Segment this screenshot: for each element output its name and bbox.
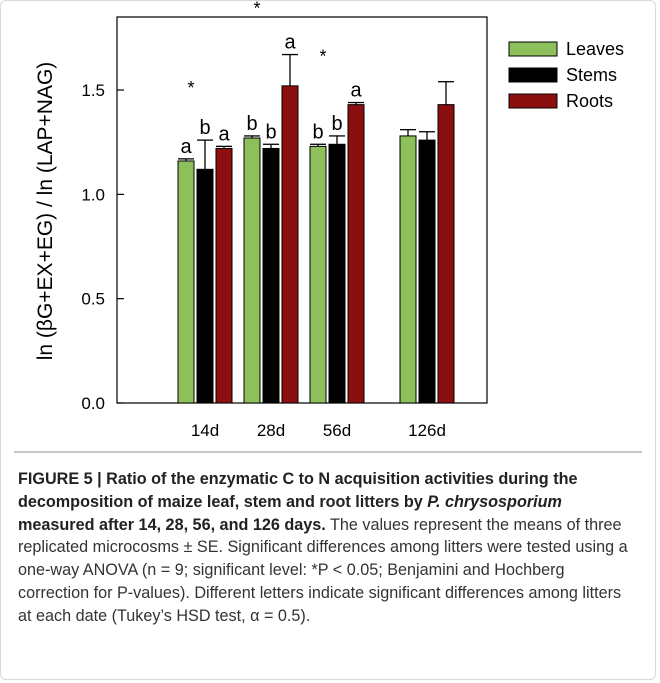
significance-letter: b bbox=[331, 113, 342, 135]
caption-title-part1: FIGURE 5 | Ratio of the enzymatic C to N… bbox=[18, 470, 578, 511]
bar-leaves-14d bbox=[177, 160, 195, 404]
significance-letter: b bbox=[199, 117, 210, 139]
bar-roots-56d bbox=[347, 104, 365, 404]
legend-swatch-leaves bbox=[508, 41, 558, 57]
legend-swatch-roots bbox=[508, 93, 558, 109]
bar-stems-56d bbox=[328, 143, 346, 404]
legend-label-leaves: Leaves bbox=[566, 39, 624, 59]
plot-area-frame bbox=[116, 16, 488, 404]
legend-label-stems: Stems bbox=[566, 65, 617, 85]
significance-letter: a bbox=[284, 32, 296, 54]
y-tick-label: 1.0 bbox=[81, 185, 105, 204]
significance-letter: b bbox=[246, 113, 257, 135]
caption-body: The values represent the means of three … bbox=[18, 515, 628, 625]
bar-leaves-56d bbox=[309, 145, 327, 404]
bar-roots-28d bbox=[281, 85, 299, 404]
caption-species-name: P. chrysosporium bbox=[427, 492, 562, 511]
x-tick-label: 28d bbox=[257, 421, 285, 440]
significance-star: * bbox=[253, 0, 260, 19]
bar-stems-28d bbox=[262, 147, 280, 404]
figure-caption: FIGURE 5 | Ratio of the enzymatic C to N… bbox=[18, 468, 638, 628]
significance-letter: b bbox=[265, 121, 276, 143]
y-axis-label: ln (βG+EX+EG) / ln (LAP+NAG) bbox=[34, 62, 57, 361]
significance-star: * bbox=[319, 47, 326, 67]
bar-leaves-28d bbox=[243, 137, 261, 404]
bar-stems-14d bbox=[196, 168, 214, 404]
bar-roots-14d bbox=[215, 147, 233, 404]
x-tick-label: 126d bbox=[408, 421, 446, 440]
bar-chart: ln (βG+EX+EG) / ln (LAP+NAG) 0.0 0.5 1.0 1.… bbox=[34, 0, 624, 440]
significance-star: * bbox=[187, 78, 194, 98]
y-tick-label: 1.5 bbox=[81, 81, 105, 100]
x-tick-label: 56d bbox=[323, 421, 351, 440]
bar-leaves-126d bbox=[399, 135, 417, 404]
significance-letter: a bbox=[180, 136, 192, 158]
caption-divider bbox=[14, 451, 642, 453]
legend-label-roots: Roots bbox=[566, 91, 613, 111]
bar-roots-126d bbox=[437, 104, 455, 404]
y-tick-label: 0.5 bbox=[81, 290, 105, 309]
significance-letter: a bbox=[218, 123, 230, 145]
legend-swatch-stems bbox=[508, 67, 558, 83]
bar-stems-126d bbox=[418, 139, 436, 404]
y-tick-label: 0.0 bbox=[81, 394, 105, 413]
caption-title-part2: measured after 14, 28, 56, and 126 days. bbox=[18, 515, 326, 534]
x-tick-label: 14d bbox=[191, 421, 219, 440]
significance-letter: b bbox=[312, 121, 323, 143]
significance-letter: a bbox=[350, 80, 362, 102]
